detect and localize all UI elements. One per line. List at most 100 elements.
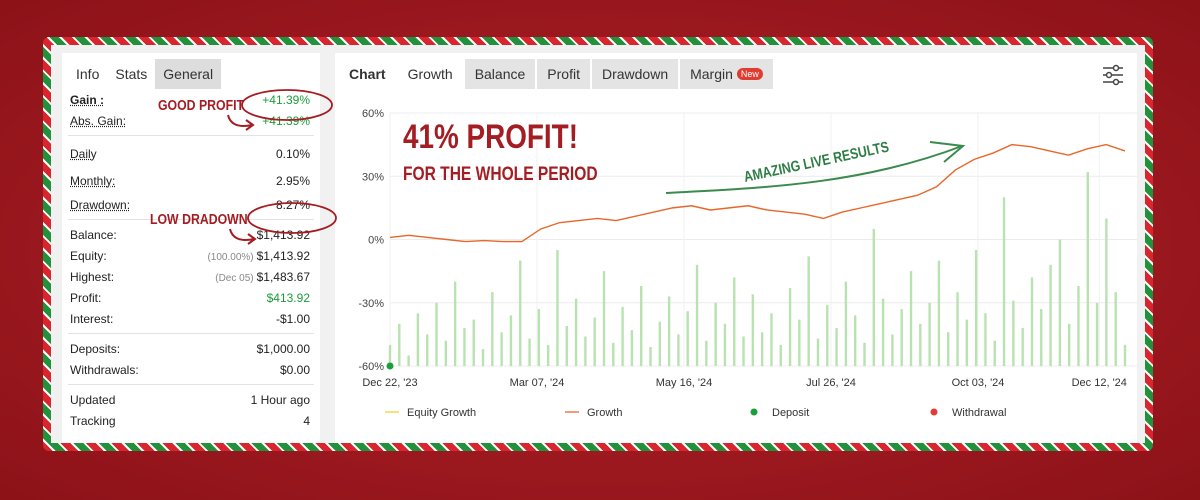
volume-bar — [947, 332, 950, 366]
volume-bar — [881, 298, 885, 366]
volume-bar — [826, 304, 829, 366]
volume-bar — [640, 285, 643, 366]
volume-bar — [733, 277, 736, 366]
chart-tab[interactable]: Drawdown — [591, 59, 679, 89]
volume-bar — [426, 334, 429, 366]
stat-note: (100.00%) — [207, 251, 254, 263]
gain-note: GOOD PROFIT — [158, 97, 245, 113]
volume-bar — [1123, 344, 1127, 366]
x-tick-label: Dec 22, '23 — [362, 377, 417, 389]
volume-bar — [584, 336, 587, 366]
stat-row: Abs. Gain: +41.39% — [62, 110, 320, 131]
stat-label: Balance: — [70, 227, 117, 242]
x-tick-label: May 16, '24 — [656, 377, 713, 389]
volume-bar — [1105, 218, 1108, 366]
volume-bar — [770, 313, 773, 366]
stats-panel: Info Stats General Gain : +41.39% Abs. Gain:… — [62, 53, 320, 443]
stat-row: Updated 1 Hour ago — [62, 389, 320, 410]
stat-label: Updated — [70, 392, 116, 407]
stat-text: $1,483.67 — [256, 269, 310, 284]
stat-value: +41.39% — [262, 93, 310, 107]
chart-tab[interactable]: Chart — [339, 59, 396, 89]
volume-bar — [1067, 323, 1071, 366]
y-tick-label: 60% — [362, 108, 384, 120]
stat-value: $413.92 — [267, 291, 310, 305]
volume-bar — [928, 302, 931, 366]
stat-row: Withdrawals: $0.00 — [62, 359, 320, 380]
stat-text: 2.95% — [275, 173, 310, 188]
stat-row: Daily 0.10% — [62, 140, 320, 167]
stat-value: 2.95% — [276, 174, 310, 188]
chart-tab[interactable]: Balance — [464, 59, 536, 89]
stat-label: Abs. Gain: — [70, 113, 127, 128]
headline: 41% PROFIT! — [403, 117, 578, 155]
stat-text: $1,413.92 — [256, 248, 310, 263]
stat-label: Highest: — [70, 269, 115, 284]
volume-bar — [974, 250, 978, 366]
stat-row: Monthly: 2.95% — [62, 167, 320, 194]
x-tick-label: Oct 03, '24 — [952, 377, 1005, 389]
separator — [68, 135, 314, 136]
volume-bar — [491, 292, 494, 366]
volume-bar — [556, 250, 559, 366]
volume-bar — [937, 260, 941, 366]
volume-bar — [546, 344, 550, 366]
arrow-text: AMAZING LIVE RESULTS — [742, 138, 890, 185]
volume-bar — [909, 271, 913, 366]
legend-label: Withdrawal — [952, 407, 1006, 419]
gain-circle — [241, 89, 333, 121]
tab[interactable]: General — [155, 59, 222, 89]
stat-text: $0.00 — [279, 362, 310, 377]
chart-tab[interactable]: Profit — [537, 59, 590, 89]
volume-bar — [751, 294, 755, 366]
stat-row: Profit: $413.92 — [62, 287, 320, 308]
stat-value: -$1.00 — [276, 312, 310, 326]
stat-text: +41.39% — [262, 92, 310, 107]
volume-bar — [1040, 309, 1043, 366]
volume-bar — [472, 319, 475, 366]
deposit-point — [386, 362, 394, 370]
festive-frame: Info Stats General Gain : +41.39% Abs. Gain:… — [43, 37, 1153, 451]
stat-note: (Dec 05) — [215, 272, 254, 284]
y-tick-label: -60% — [358, 361, 384, 373]
stat-value: 0.10% — [276, 147, 310, 161]
volume-bar — [677, 334, 680, 366]
stats-rows: Gain : +41.39% Abs. Gain: +41.39% Daily 0.10%… — [62, 89, 320, 431]
volume-bar — [1086, 172, 1089, 366]
volume-bar — [965, 319, 969, 366]
stat-value: (Dec 05) $1,483.67 — [215, 270, 310, 284]
stats-tabs: Info Stats General — [62, 53, 320, 89]
volume-bar — [984, 313, 987, 366]
volume-bar — [593, 317, 596, 366]
volume-bar — [1049, 264, 1052, 366]
tab[interactable]: Info — [76, 66, 100, 82]
volume-bar — [463, 328, 466, 366]
volume-bar — [612, 342, 615, 366]
volume-bar — [519, 260, 522, 366]
chart-tab[interactable]: Growth — [397, 59, 463, 89]
volume-bar — [1095, 302, 1099, 366]
chart-tab[interactable]: Margin New — [680, 59, 773, 89]
stat-value: $0.00 — [280, 363, 310, 377]
stat-row: Highest: (Dec 05) $1,483.67 — [62, 266, 320, 287]
stat-text: $413.92 — [266, 290, 310, 305]
stat-label: Tracking — [70, 413, 116, 428]
volume-bar — [649, 347, 652, 366]
volume-bar — [602, 271, 606, 366]
volume-bar — [630, 330, 634, 366]
volume-bar — [621, 306, 624, 366]
volume-bar — [388, 344, 392, 366]
stat-value: $1,000.00 — [257, 342, 310, 356]
tab[interactable]: Stats — [115, 66, 148, 82]
stat-value: 4 — [303, 414, 310, 428]
x-tick-label: Jul 26, '24 — [806, 377, 856, 389]
settings-icon[interactable] — [1101, 63, 1125, 87]
legend-label: Equity Growth — [407, 407, 476, 419]
stat-text: 8.27% — [275, 197, 310, 212]
drawdown-circle — [247, 202, 337, 234]
drawdown-note: LOW DRADOWN — [150, 211, 248, 227]
separator — [68, 384, 314, 385]
volume-bar — [435, 302, 438, 366]
